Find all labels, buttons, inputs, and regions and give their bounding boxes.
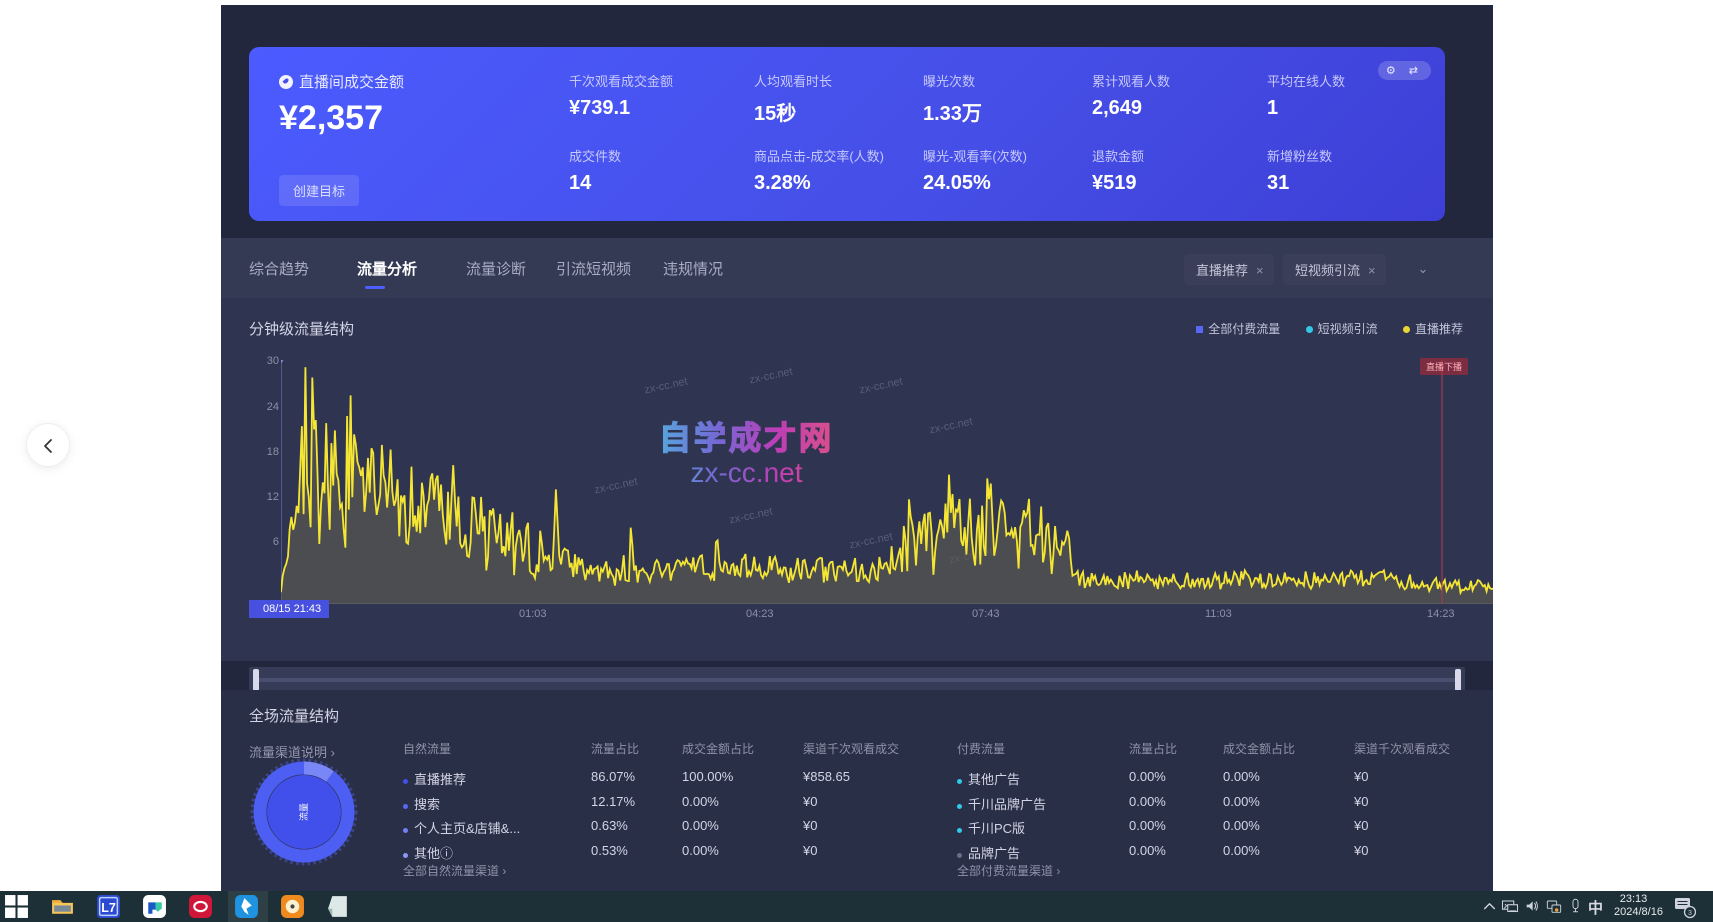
svg-text:流量: 流量 xyxy=(298,803,309,821)
svg-text:3: 3 xyxy=(1688,910,1692,917)
svg-text:L7: L7 xyxy=(101,901,116,915)
